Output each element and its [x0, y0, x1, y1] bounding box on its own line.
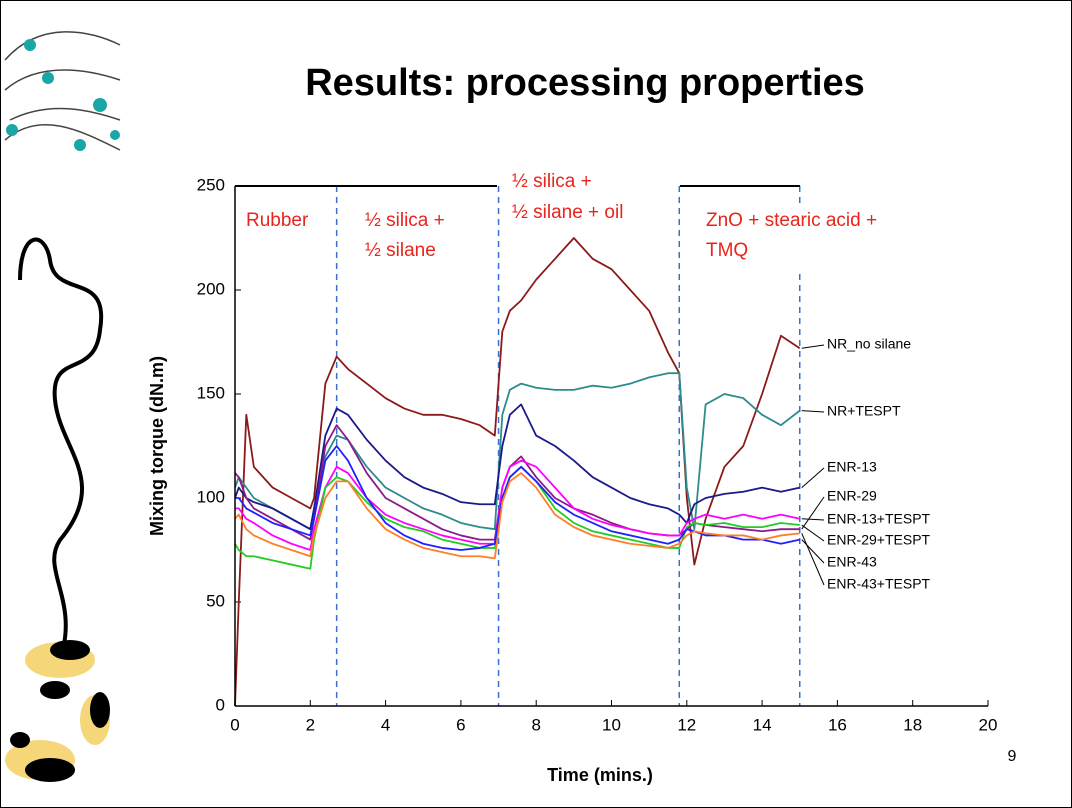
x-tick-label: 18: [903, 715, 922, 734]
y-axis-title: Mixing torque (dN.m): [147, 356, 167, 536]
x-tick-label: 10: [602, 715, 621, 734]
x-tick-label: 0: [230, 715, 239, 734]
x-tick-label: 14: [753, 715, 772, 734]
series-line: [235, 445, 800, 551]
x-tick-label: 20: [979, 715, 998, 734]
y-tick-label: 100: [197, 487, 225, 506]
y-tick-label: 200: [197, 279, 225, 298]
legend-label: ENR-13+TESPT: [827, 511, 931, 527]
legend-leader: [801, 524, 825, 542]
series-line: [235, 459, 800, 551]
phase-label: ½ silane + oil: [512, 202, 623, 223]
x-axis-title: Time (mins.): [547, 765, 653, 785]
phase-label: ½ silane: [365, 240, 436, 261]
x-tick-label: 16: [828, 715, 847, 734]
y-tick-label: 50: [206, 591, 225, 610]
series-line: [234, 237, 801, 707]
phase-label: ZnO + stearic acid +: [706, 210, 877, 231]
phase-label: TMQ: [706, 240, 748, 261]
page-number: 9: [1008, 748, 1017, 765]
decoration: [4, 31, 121, 782]
legend-leader: [801, 410, 825, 413]
slide-title: Results: processing properties: [305, 62, 865, 104]
phase-label: Rubber: [246, 210, 309, 231]
legend-label: NR+TESPT: [827, 403, 901, 419]
phase-label: ½ silica +: [365, 210, 445, 231]
label-mask: [690, 205, 860, 270]
legend-leader: [801, 467, 825, 488]
y-tick-label: 0: [216, 695, 225, 714]
legend-label: ENR-43: [827, 554, 877, 570]
phase-label: ½ silica +: [512, 171, 592, 192]
x-tick-label: 12: [677, 715, 696, 734]
y-tick-label: 150: [197, 383, 225, 402]
x-tick-label: 4: [381, 715, 390, 734]
x-tick-label: 8: [531, 715, 540, 734]
y-tick-label: 250: [197, 175, 225, 194]
x-tick-label: 6: [456, 715, 465, 734]
x-tick-label: 2: [306, 715, 315, 734]
legend-label: ENR-13: [827, 459, 877, 475]
series-line: [234, 472, 800, 560]
legend-label: ENR-43+TESPT: [827, 576, 931, 592]
legend-leader: [801, 539, 825, 564]
legend-leader: [801, 518, 825, 521]
legend-leader: [801, 496, 825, 530]
legend-leader: [801, 344, 825, 349]
legend-label: ENR-29: [827, 488, 877, 504]
legend-label: ENR-29+TESPT: [827, 532, 931, 548]
legend-leader: [801, 533, 825, 586]
legend-label: NR_no silane: [827, 336, 911, 352]
series-line: [234, 403, 800, 531]
